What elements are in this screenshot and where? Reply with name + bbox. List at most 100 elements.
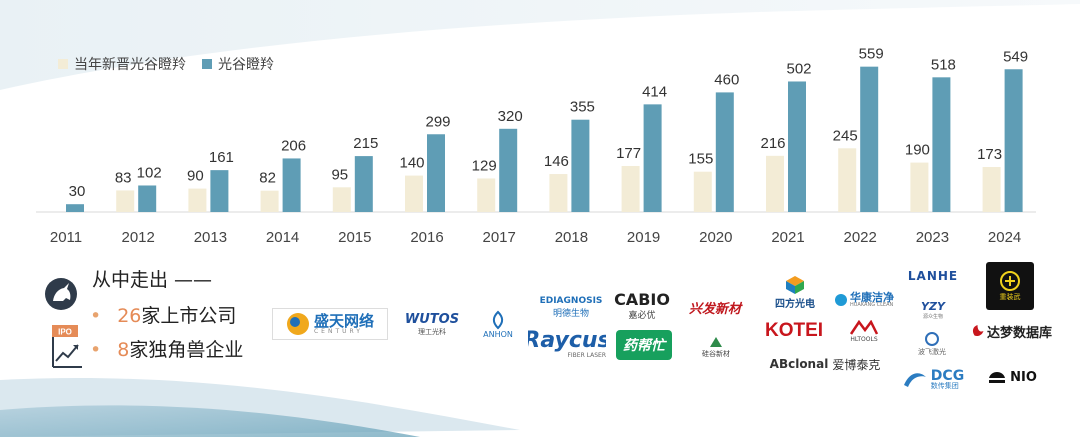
shengtian-text: 盛天网络 (313, 311, 374, 330)
logo-cabio: CABIO 嘉必优 (608, 290, 676, 322)
logo-raycus: Raycus FIBER LASER (528, 326, 606, 362)
bar-total (571, 119, 590, 212)
ipo-chart-icon: IPO (52, 325, 82, 368)
scenery-text: 重装武 (999, 293, 1021, 301)
lanhe-text: LANHE (907, 269, 959, 283)
shengtian-en-text: CENTURY (313, 327, 363, 335)
bar-total (1004, 69, 1023, 212)
sifang-cube-icon (786, 275, 804, 294)
bar-total (138, 185, 157, 212)
silicon-text: 硅谷新材 (702, 350, 730, 358)
raycus-sub-text: FIBER LASER (567, 351, 606, 359)
bar-new (332, 187, 351, 212)
x-tick-label: 2020 (699, 229, 732, 246)
unicorn-icon (45, 278, 77, 310)
value-label-total: 161 (209, 149, 234, 166)
logo-scenery: 重装武 (986, 262, 1034, 310)
stat-num-listed: 26 (117, 305, 142, 327)
value-label-total: 460 (714, 71, 739, 88)
bar-total (354, 156, 373, 212)
legend-swatch-new (58, 59, 68, 69)
logo-yzy: YZY 源众生物 (908, 296, 958, 324)
bar-new (766, 155, 784, 212)
wutos-text: WUTOS (404, 311, 460, 327)
value-label-total: 549 (1003, 48, 1028, 65)
bar-new (116, 190, 135, 212)
abclonal-text: ABclonal (769, 357, 829, 371)
stat-num-unicorn: 8 (117, 339, 130, 361)
stat-text-unicorn: 家独角兽企业 (129, 339, 244, 361)
legend-label-new: 当年新晋光谷瞪羚 (74, 57, 186, 73)
x-tick-label: 2022 (844, 229, 877, 246)
logo-hltools: HLTOOLS (842, 318, 886, 344)
xingfa-text: 兴发新材 (688, 301, 741, 317)
stat-bullet: • (90, 339, 102, 361)
logo-ediagnosis: EDIAGNOSIS 明德生物 (540, 294, 602, 320)
raycus-text: Raycus (528, 327, 606, 353)
bar-total (715, 92, 734, 212)
gaoke-text: 波飞激光 (918, 348, 946, 356)
value-label-new: 177 (616, 145, 641, 162)
x-tick-label: 2012 (122, 229, 155, 246)
x-tick-label: 2018 (555, 229, 588, 246)
value-label-total: 518 (931, 56, 956, 73)
stat-bullet: • (90, 305, 102, 327)
value-label-total: 102 (137, 164, 162, 181)
nio-mark-icon (989, 372, 1006, 383)
logo-anhon: ANHON (476, 304, 520, 344)
x-tick-label: 2011 (50, 229, 82, 246)
bar-total (210, 170, 229, 212)
anhon-text: ANHON (483, 329, 513, 339)
dameng-mark-icon (972, 325, 984, 337)
nio-text: NIO (1010, 369, 1037, 385)
dcg-cn-text: 数传集团 (930, 381, 959, 390)
ediagnosis-cn-text: 明德生物 (552, 308, 589, 319)
logo-gaoke: 波飞激光 (906, 328, 958, 360)
value-label-total: 355 (570, 99, 595, 116)
x-tick-label: 2013 (194, 229, 227, 246)
bar-new (910, 162, 929, 212)
logo-abclonal: ABclonal 爱博泰克 (764, 352, 886, 376)
logo-nio: NIO (984, 364, 1040, 390)
value-label-total: 215 (353, 135, 378, 152)
value-label-new: 245 (833, 127, 858, 144)
bar-new (477, 178, 496, 212)
hltools-text: HLTOOLS (850, 335, 878, 343)
huakang-mark-icon (835, 294, 847, 306)
x-tick-label: 2019 (627, 229, 660, 246)
huakang-text: 华康洁净 (850, 291, 894, 304)
logo-dcg: DCG 数传集团 (896, 364, 970, 394)
value-label-total: 320 (498, 108, 523, 125)
yaobangmang-text: 药帮忙 (623, 338, 665, 354)
legend-swatch-total (202, 59, 212, 69)
ediagnosis-text: EDIAGNOSIS (540, 295, 602, 306)
stats-title: 从中走出 —— (92, 269, 213, 291)
logo-shengtian: 盛天网络 CENTURY (272, 308, 388, 340)
bar-total (282, 158, 301, 212)
yzy-text: YZY (921, 300, 945, 313)
anhon-mark-icon (492, 310, 504, 329)
bar-total (427, 134, 445, 212)
gaoke-mark-icon (925, 332, 939, 346)
dcg-text: DCG (930, 367, 965, 384)
value-label-new: 140 (399, 155, 424, 172)
sifang-text: 四方光电 (775, 298, 815, 310)
stat-row-unicorn: • 8家独角兽企业 (90, 335, 243, 362)
value-label-new: 82 (259, 170, 276, 187)
logo-kotei: KOTEI (758, 318, 830, 344)
huakang-en-text: HUAKANG CLEAN (850, 302, 894, 308)
value-label-new: 83 (115, 169, 132, 186)
value-label-total: 30 (69, 183, 86, 200)
stat-row-listed: • 26家上市公司 (90, 301, 236, 328)
dcg-wave-icon (903, 373, 926, 387)
logo-sifang: 四方光电 (764, 272, 826, 312)
value-label-total: 502 (786, 60, 811, 77)
x-tick-label: 2017 (483, 229, 516, 246)
value-label-new: 190 (905, 142, 930, 159)
value-label-new: 129 (472, 157, 497, 174)
chart-legend: 当年新晋光谷瞪羚 光谷瞪羚 (58, 54, 274, 74)
dameng-text: 达梦数据库 (986, 325, 1052, 341)
value-label-total: 299 (425, 113, 450, 130)
kotei-text: KOTEI (764, 320, 824, 341)
